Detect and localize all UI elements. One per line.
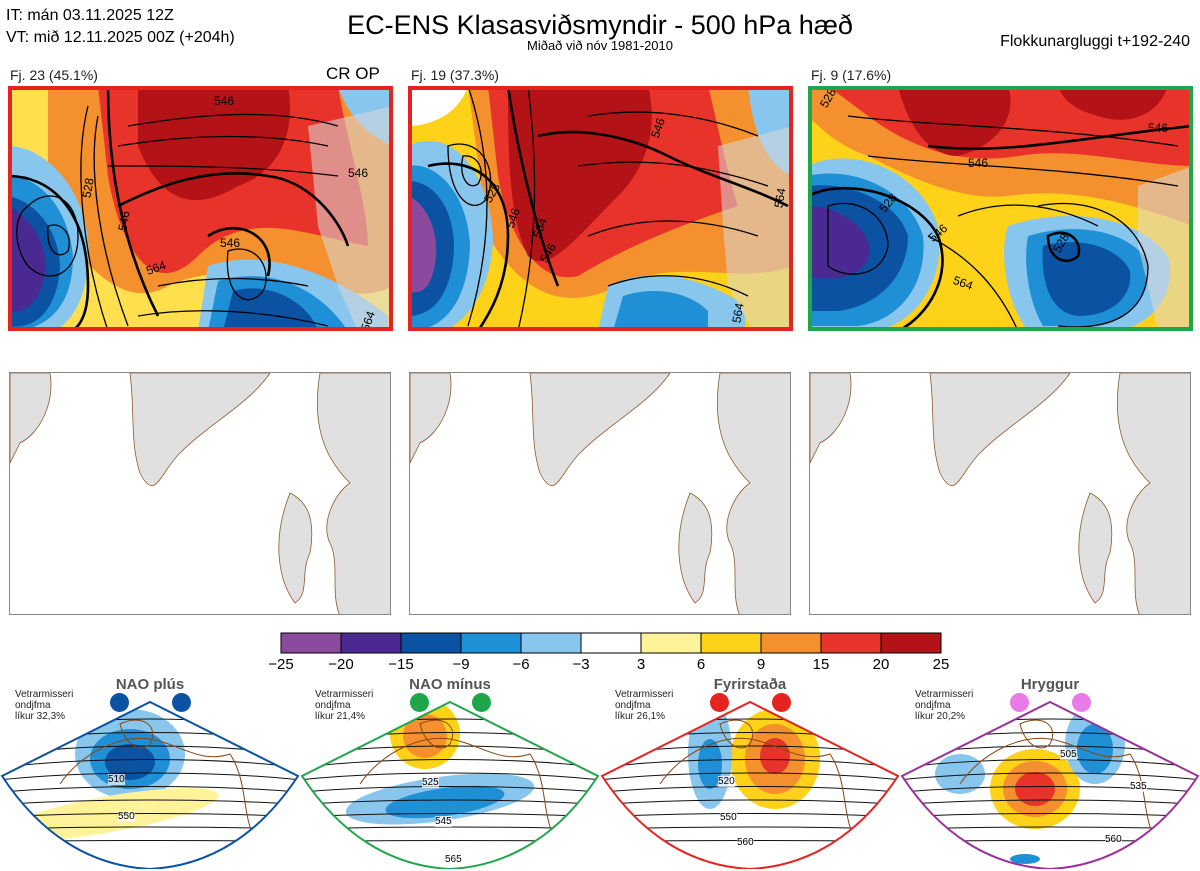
regime-note-line: Vetrarmisseri: [15, 689, 74, 700]
regime-note-line: Vetrarmisseri: [915, 689, 974, 700]
cluster-3-map: 528 546 528 546 546 528 564: [808, 86, 1193, 331]
regime-4-note: Vetrarmisseri ondjfma líkur 20,2%: [915, 689, 973, 722]
base-map-2: [409, 372, 791, 615]
regime-note-line: Vetrarmisseri: [315, 689, 374, 700]
cluster-1-frame: [8, 86, 393, 331]
regime-note-line: ondjfma: [915, 700, 951, 711]
cluster-2-label: Fj. 19 (37.3%): [411, 67, 499, 83]
init-time: IT: mán 03.11.2025 12Z: [6, 7, 174, 24]
regime-2-note: Vetrarmisseri ondjfma líkur 21,4%: [315, 689, 373, 722]
regime-3-marker-1: [710, 693, 729, 712]
regime-1-marker-1: [110, 693, 129, 712]
cluster-3-label: Fj. 9 (17.6%): [811, 67, 892, 83]
base-map-1: [9, 372, 391, 615]
colorbar-cell: [820, 632, 882, 654]
regime-3-map: [600, 700, 900, 869]
regime-note-line: líkur 26,1%: [615, 711, 666, 722]
regime-2-contour-label: 525: [422, 777, 439, 788]
regime-1-title: NAO plús: [115, 676, 185, 693]
regime-note-line: líkur 20,2%: [915, 711, 966, 722]
cluster-2-map: 528 546 564 546 546 564 564: [408, 86, 793, 331]
colorbar-label: 6: [696, 656, 706, 673]
regime-note-line: ondjfma: [315, 700, 351, 711]
cluster-3-contour-5: 546: [1148, 121, 1169, 135]
colorbar-cell: [460, 632, 522, 654]
regime-4-title: Hryggur: [1020, 676, 1080, 693]
regime-note-line: ondjfma: [615, 700, 651, 711]
colorbar-label: −3: [572, 656, 590, 673]
regime-note-line: líkur 32,3%: [15, 711, 66, 722]
regime-3-contour-label: 520: [718, 776, 735, 787]
colorbar-cell: [400, 632, 462, 654]
cluster-1-label: Fj. 23 (45.1%): [10, 67, 98, 83]
regime-2-title: NAO mínus: [409, 676, 491, 693]
regime-3-title: Fyrirstaða: [713, 676, 787, 693]
classification-window: Flokkunargluggi t+192-240: [1000, 33, 1190, 50]
regime-4-map: [900, 700, 1200, 869]
page-subtitle: Miðað við nóv 1981-2010: [527, 38, 673, 53]
regime-3-contour-label: 560: [737, 837, 754, 848]
cluster-3-frame: [808, 86, 1193, 331]
regime-4-contour-label: 535: [1130, 781, 1147, 792]
colorbar-cell: [700, 632, 762, 654]
regime-note-line: ondjfma: [15, 700, 51, 711]
colorbar-cell: [880, 632, 942, 654]
regime-1-map: [0, 700, 300, 869]
regime-1-note: Vetrarmisseri ondjfma líkur 32,3%: [15, 689, 73, 722]
colorbar-label: −15: [388, 656, 414, 673]
regime-1-contour-label: 550: [118, 811, 135, 822]
regime-3-contour-label: 550: [720, 812, 737, 823]
colorbar-label: −20: [328, 656, 354, 673]
cluster-1-contour-4: 546: [220, 236, 241, 250]
cluster-1-contour-1: 546: [214, 94, 235, 108]
regime-2-map: [300, 700, 600, 869]
colorbar-label: 3: [636, 656, 646, 673]
colorbar-label: 9: [756, 656, 766, 673]
regime-note-line: líkur 21,4%: [315, 711, 366, 722]
colorbar-cell: [340, 632, 402, 654]
colorbar: [280, 632, 942, 654]
colorbar-cell: [580, 632, 642, 654]
colorbar-cell: [280, 632, 342, 654]
colorbar-label: 25: [932, 656, 950, 673]
regime-2-marker-2: [472, 693, 491, 712]
cluster-1-contour-6: 546: [348, 166, 369, 180]
base-map-3: [809, 372, 1191, 615]
colorbar-label: 15: [812, 656, 830, 673]
colorbar-label: −6: [512, 656, 530, 673]
colorbar-cell: [640, 632, 702, 654]
regime-4-contour-label: 505: [1060, 749, 1077, 760]
regime-2-contour-label: 565: [445, 854, 462, 865]
colorbar-label: 20: [872, 656, 890, 673]
regime-4-contour-label: 560: [1105, 834, 1122, 845]
colorbar-cell: [760, 632, 822, 654]
regime-3-note: Vetrarmisseri ondjfma líkur 26,1%: [615, 689, 673, 722]
regime-note-line: Vetrarmisseri: [615, 689, 674, 700]
valid-time: VT: mið 12.11.2025 00Z (+204h): [6, 29, 235, 46]
page-title: EC-ENS Klasasviðsmyndir - 500 hPa hæð: [347, 10, 853, 40]
colorbar-label: −9: [452, 656, 470, 673]
regime-2-contour-label: 545: [435, 816, 452, 827]
colorbar-cell: [520, 632, 582, 654]
regime-1-marker-2: [172, 693, 191, 712]
regime-1-contour-label: 510: [108, 774, 125, 785]
cluster-3-contour-4: 546: [968, 156, 989, 170]
regime-4-marker-1: [1010, 693, 1029, 712]
regime-3-marker-2: [772, 693, 791, 712]
cluster-1-map: 546 528 546 546 564 546 564: [8, 86, 393, 331]
regime-2-marker-1: [410, 693, 429, 712]
colorbar-label: −25: [268, 656, 294, 673]
cluster-1-extra: CR OP: [326, 64, 380, 83]
regime-4-marker-2: [1072, 693, 1091, 712]
cluster-2-frame: [408, 86, 793, 331]
